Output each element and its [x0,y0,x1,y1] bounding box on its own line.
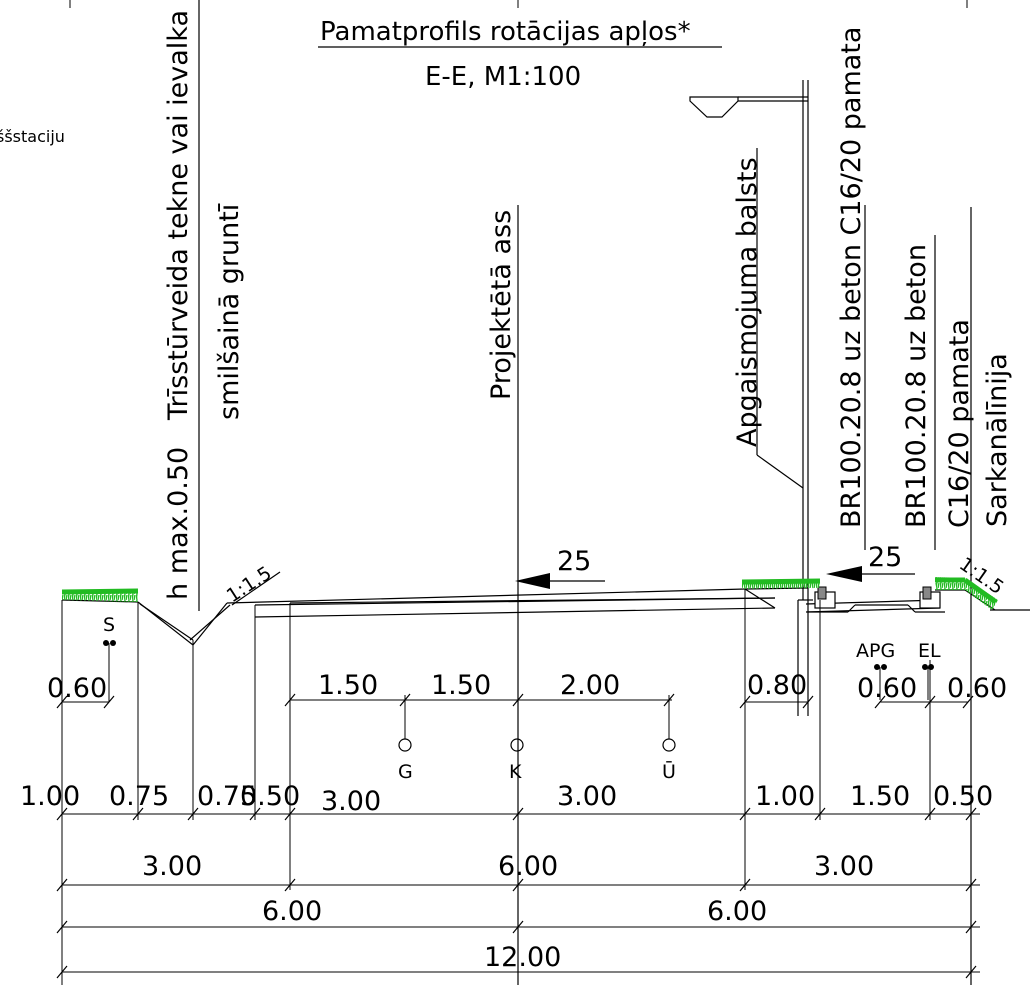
svg-text:1.50: 1.50 [318,670,378,701]
label-curb2-line2: C16/20 pamata [944,319,975,528]
svg-text:3.00: 3.00 [142,851,202,882]
svg-text:Ū: Ū [662,759,676,783]
dimension-tick [802,695,814,709]
dimension-tick [56,920,68,934]
svg-text:0.60: 0.60 [857,673,917,704]
dimension-row-2 [61,589,980,985]
svg-text:3.00: 3.00 [814,851,874,882]
dimension-tick [512,693,524,707]
dimension-ticks [56,693,977,979]
dimension-tick [962,695,974,709]
dimension-tick [663,693,675,707]
svg-text:1:1.5: 1:1.5 [223,562,276,607]
svg-text:1.00: 1.00 [755,781,815,812]
dimension-tick [284,693,296,707]
svg-text:0.50: 0.50 [933,781,993,812]
label-tekne-line2: smilšainā gruntī [214,203,245,420]
dimension-row-3-labels: 3.00 6.00 3.00 [142,851,874,882]
utility-gas: G [398,700,413,783]
label-tekne-line1: Trīsstūrveida tekne vai ievalka [163,10,194,421]
svg-text:G: G [398,761,413,783]
svg-text:EL: EL [918,640,941,662]
dimension-tick [399,693,411,707]
svg-text:3.00: 3.00 [557,781,617,812]
svg-text:0.50: 0.50 [240,781,300,812]
dimension-tick [56,965,68,979]
frame-ticks [69,0,968,8]
dimension-tick [814,807,826,821]
dimension-tick [739,878,751,892]
dimension-tick [56,807,68,821]
label-red-line: Sarkanālīnija [982,353,1013,527]
label-curb1: BR100.20.8 uz beton C16/20 pamata [836,27,867,528]
dimension-tick [56,878,68,892]
dimension-tick [739,695,751,709]
dimension-row-5-labels: 12.00 [484,942,561,973]
dimension-tick [512,807,524,821]
dimension-tick [965,807,977,821]
dimension-tick [965,920,977,934]
dimension-tick [132,807,144,821]
svg-text:1.50: 1.50 [850,781,910,812]
svg-text:6.00: 6.00 [707,896,767,927]
dimension-row-2-labels: 1.00 0.75 0.75 0.50 3.00 3.00 1.00 1.50 … [20,781,993,817]
svg-text:25: 25 [557,546,591,577]
utility-water: Ū [662,700,676,783]
corner-text: ššstaciju [0,127,65,146]
utility-sewer: S [103,614,116,702]
dimension-tick [874,695,886,709]
label-curb2-line1: BR100.20.8 uz beton [901,244,932,528]
road-profile [61,587,1030,646]
svg-text:0.75: 0.75 [197,781,257,812]
dimension-tick [965,878,977,892]
dimension-tick [284,878,296,892]
svg-text:3.00: 3.00 [321,786,381,817]
svg-text:S: S [103,614,115,636]
dimension-row-1 [62,660,968,820]
dimension-tick [739,807,751,821]
dimension-tick [512,878,524,892]
utility-lighting: APG [856,640,895,700]
svg-text:0.80: 0.80 [747,670,807,701]
grass-strips [61,577,998,610]
dimension-row-1-labels: 0.60 1.50 1.50 2.00 0.80 0.60 0.60 [47,670,1007,704]
dimension-tick [965,965,977,979]
gradient-arrow-side: 25 [826,542,915,582]
slope-left: 1:1.5 [223,562,281,607]
drawing-title: Pamatprofils rotācijas apļos* [320,17,691,47]
svg-text:0.60: 0.60 [47,673,107,704]
dimension-tick [924,695,936,709]
utility-sewage: K [509,738,524,783]
label-light-pole: Apgaismojuma balsts [732,157,763,447]
svg-text:1.50: 1.50 [431,670,491,701]
svg-text:12.00: 12.00 [484,942,561,973]
svg-text:25: 25 [868,542,902,573]
gradient-arrow-main: 25 [515,546,605,589]
label-projected-axis: Projektētā ass [486,210,517,400]
dimension-tick [103,695,115,709]
svg-text:2.00: 2.00 [560,670,620,701]
light-pole [689,80,813,716]
svg-text:6.00: 6.00 [262,896,322,927]
svg-text:APG: APG [856,640,895,662]
dimension-tick [924,807,936,821]
svg-text:0.75: 0.75 [109,781,169,812]
dimension-row-4-labels: 6.00 6.00 [262,896,767,927]
dimension-tick [284,807,296,821]
svg-text:0.60: 0.60 [947,673,1007,704]
label-h-max: h max.0.50 [163,447,194,600]
svg-text:K: K [509,761,522,783]
drawing-subtitle: E-E, M1:100 [425,62,581,92]
dimension-tick [187,807,199,821]
svg-text:6.00: 6.00 [498,851,558,882]
dimension-tick [56,695,68,709]
svg-text:1.00: 1.00 [20,781,80,812]
dimension-tick [249,807,261,821]
dimension-tick [512,920,524,934]
